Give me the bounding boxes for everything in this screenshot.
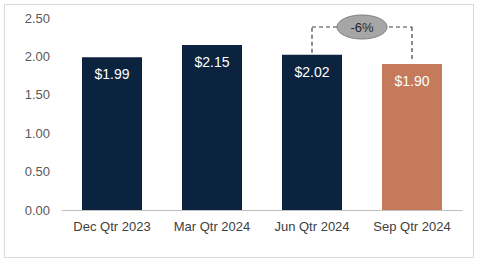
- svg-text:$2.02: $2.02: [294, 64, 329, 80]
- svg-text:Jun Qtr 2024: Jun Qtr 2024: [274, 219, 349, 234]
- svg-text:Mar Qtr 2024: Mar Qtr 2024: [174, 219, 251, 234]
- svg-text:0.50: 0.50: [25, 164, 50, 179]
- svg-text:$1.90: $1.90: [394, 73, 429, 89]
- svg-text:2.50: 2.50: [25, 11, 50, 26]
- svg-text:-6%: -6%: [350, 20, 374, 35]
- svg-text:0.00: 0.00: [25, 203, 50, 218]
- svg-text:1.00: 1.00: [25, 126, 50, 141]
- svg-text:$2.15: $2.15: [194, 54, 229, 70]
- svg-text:2.00: 2.00: [25, 49, 50, 64]
- svg-text:Sep Qtr 2024: Sep Qtr 2024: [373, 219, 450, 234]
- svg-text:Dec Qtr 2023: Dec Qtr 2023: [73, 219, 150, 234]
- svg-text:1.50: 1.50: [25, 87, 50, 102]
- svg-text:$1.99: $1.99: [94, 66, 129, 82]
